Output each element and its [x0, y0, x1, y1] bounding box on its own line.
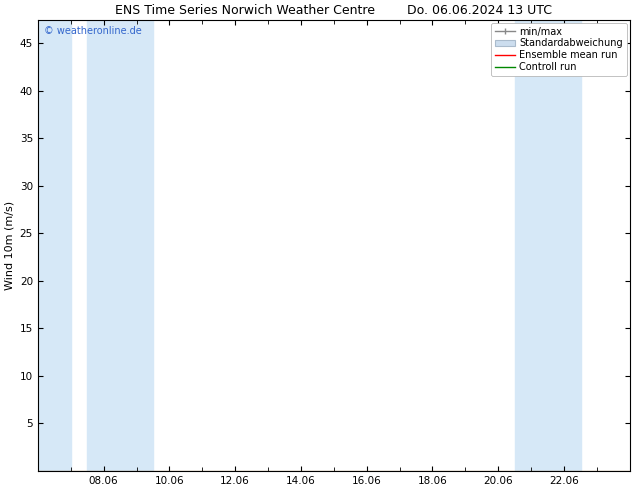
Title: ENS Time Series Norwich Weather Centre        Do. 06.06.2024 13 UTC: ENS Time Series Norwich Weather Centre D… — [115, 4, 552, 17]
Legend: min/max, Standardabweichung, Ensemble mean run, Controll run: min/max, Standardabweichung, Ensemble me… — [491, 23, 627, 76]
Bar — [87, 20, 153, 471]
Y-axis label: Wind 10m (m/s): Wind 10m (m/s) — [4, 201, 14, 290]
Text: © weatheronline.de: © weatheronline.de — [44, 26, 141, 36]
Bar — [515, 20, 581, 471]
Bar — [22, 20, 71, 471]
